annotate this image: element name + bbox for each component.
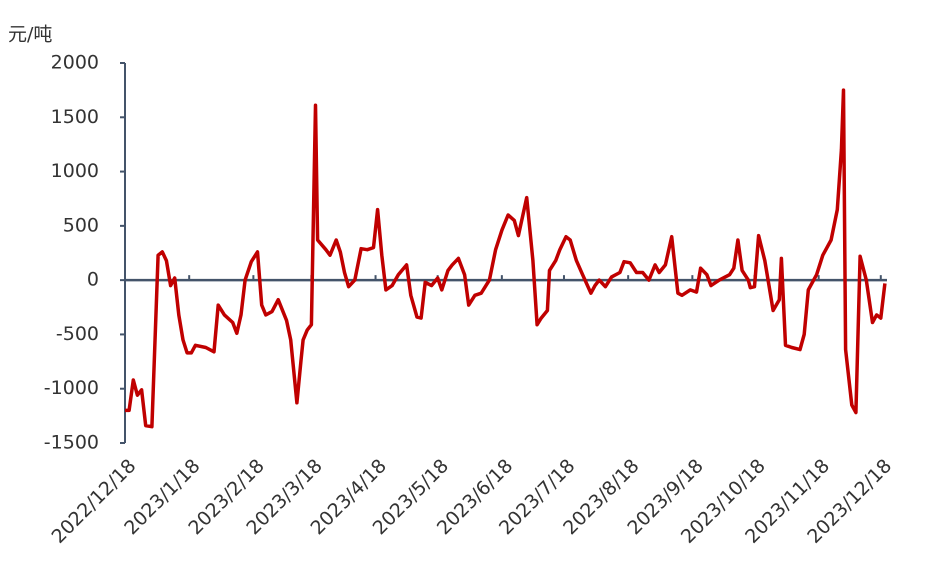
data-line	[125, 88, 887, 429]
y-tick-label: 500	[63, 214, 99, 236]
y-tick-label: 1000	[51, 160, 99, 182]
y-tick-label: -500	[56, 323, 99, 345]
y-tick-label: 1500	[51, 106, 99, 128]
y-tick-label: -1500	[44, 432, 99, 454]
y-tick-label: -1000	[44, 377, 99, 399]
y-tick-label: 2000	[51, 52, 99, 74]
y-axis-unit: 元/吨	[8, 24, 52, 46]
y-tick-label: 0	[87, 269, 99, 291]
x-tick-label: 2022/12/18	[47, 455, 140, 548]
